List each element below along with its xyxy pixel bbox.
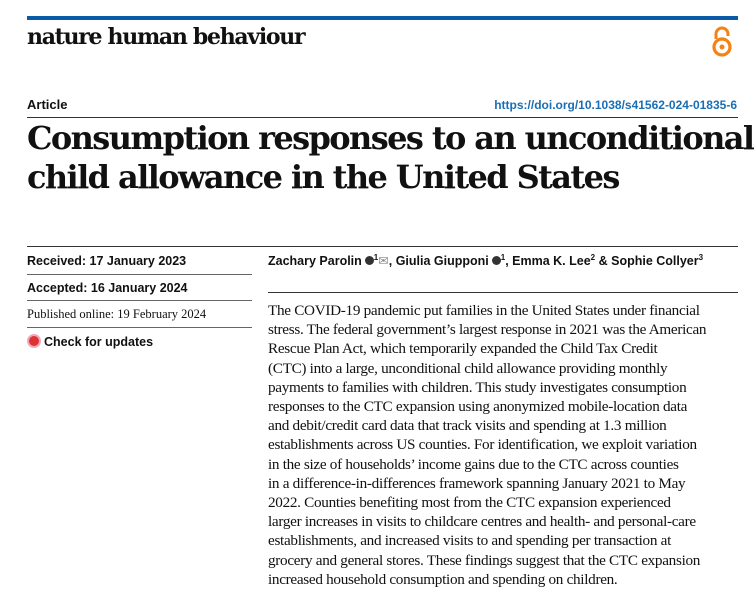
check-for-updates-button[interactable]: Check for updates (27, 334, 153, 349)
abstract-line: establishments across US counties. For i… (268, 436, 697, 454)
abstract-line: (CTC) into a large, unconditional child … (268, 359, 668, 377)
author-name[interactable]: Giulia Giupponi (395, 254, 489, 269)
title-line: child allowance in the United States (27, 158, 620, 196)
abstract-line: stress. The federal government’s largest… (268, 321, 707, 339)
open-access-lock-icon (712, 26, 732, 57)
separator: , (505, 254, 513, 269)
divider (268, 292, 738, 293)
abstract-line: Rescue Plan Act, which temporarily expan… (268, 340, 658, 358)
affiliation-number: 1 (500, 253, 506, 262)
divider (27, 246, 738, 247)
journal-accent-bar (27, 16, 738, 20)
affiliation-number: 1 (373, 253, 379, 262)
abstract-line: payments to families with children. This… (268, 378, 687, 396)
abstract-line: and debit/credit card data that track vi… (268, 417, 667, 435)
abstract-line: in a difference-in-differences framework… (268, 474, 686, 492)
published-date: Published online: 19 February 2024 (27, 307, 207, 321)
journal-name: nature human behaviour (27, 24, 306, 50)
abstract-line: responses to the CTC expansion using ano… (268, 398, 688, 416)
orcid-icon[interactable] (364, 256, 374, 266)
abstract: The COVID-19 pandemic put families in th… (268, 301, 738, 589)
abstract-line: increased household consumption and spen… (268, 570, 618, 588)
separator: & (595, 254, 612, 269)
abstract-line: in the size of households’ income gains … (268, 455, 679, 473)
received-date: Received: 17 January 2023 (27, 254, 187, 268)
author-list: Zachary Parolin 1✉, Giulia Giupponi 1, Emm… (268, 253, 703, 268)
abstract-line: The COVID-19 pandemic put families in th… (268, 302, 700, 319)
title-line: Consumption responses to an unconditiona… (27, 119, 754, 157)
separator: , (388, 254, 396, 269)
author-name[interactable]: Emma K. Lee (512, 254, 591, 269)
author-name[interactable]: Zachary Parolin (268, 254, 362, 269)
article-title: Consumption responses to an unconditiona… (27, 119, 754, 197)
abstract-line: 2022. Counties benefiting most from the … (268, 494, 671, 512)
check-updates-icon (27, 334, 41, 348)
accepted-date: Accepted: 16 January 2024 (27, 281, 188, 295)
orcid-icon[interactable] (491, 256, 501, 266)
affiliation-number: 2 (590, 253, 596, 262)
divider (27, 327, 252, 328)
abstract-line: grocery and general stores. These findin… (268, 551, 701, 569)
abstract-line: establishments, and increased visits to … (268, 532, 672, 550)
divider (27, 274, 252, 275)
divider (27, 300, 252, 301)
abstract-line: larger increases in visits to childcare … (268, 513, 696, 531)
article-type: Article (27, 97, 68, 112)
check-updates-label: Check for updates (44, 335, 154, 349)
email-icon[interactable]: ✉ (378, 254, 389, 269)
affiliation-number: 3 (698, 253, 704, 262)
divider (27, 117, 738, 118)
author-name[interactable]: Sophie Collyer (611, 254, 699, 269)
doi-link[interactable]: https://doi.org/10.1038/s41562-024-01835… (494, 98, 737, 112)
